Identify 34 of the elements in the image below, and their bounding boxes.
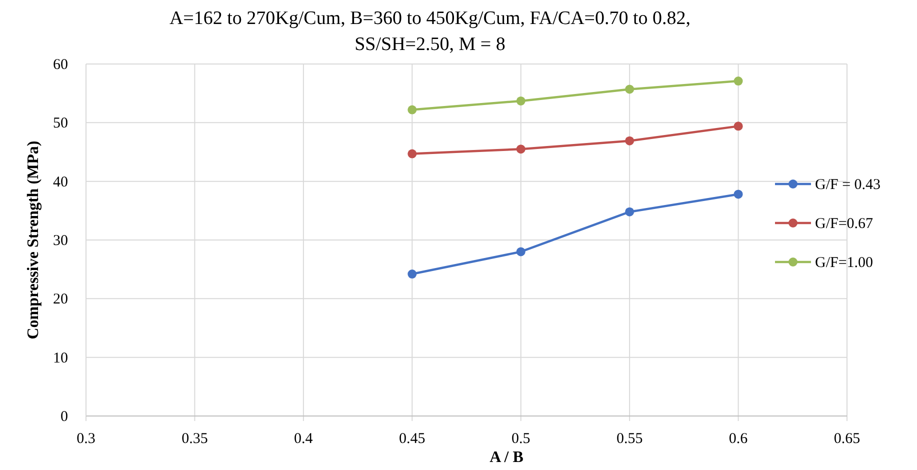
point: [625, 207, 634, 216]
point: [625, 136, 634, 146]
chart-title: A=162 to 270Kg/Cum, B=360 to 450Kg/Cum, FA/CA=0.70 to 0.82,: [169, 8, 691, 29]
x-tick-label: 0.3: [76, 431, 96, 447]
x-tick-label: 0.45: [399, 431, 426, 447]
y-tick-label: 30: [53, 233, 68, 249]
point: [734, 122, 743, 131]
point: [734, 190, 743, 199]
point: [734, 76, 743, 86]
x-tick-label: 0.55: [616, 431, 643, 447]
legend-label: G/F=1.00: [815, 255, 874, 271]
point: [625, 84, 634, 94]
x-tick-label: 0.5: [511, 431, 530, 447]
point: [408, 270, 417, 279]
point: [408, 105, 417, 114]
legend-label: G/F = 0.43: [815, 177, 881, 193]
y-tick-label: 40: [53, 174, 68, 190]
point: [516, 96, 526, 106]
point: [408, 149, 417, 158]
point: [516, 144, 526, 154]
point: [516, 247, 526, 256]
x-tick-label: 0.4: [294, 431, 314, 447]
y-tick-label: 10: [53, 350, 68, 366]
x-tick-label: 0.35: [182, 431, 208, 447]
y-tick-label: 60: [53, 57, 68, 73]
chart-subtitle: SS/SH=2.50, M = 8: [354, 34, 506, 55]
legend-label: G/F=0.67: [815, 216, 874, 232]
y-tick-label: 0: [60, 409, 68, 425]
x-tick-label: 0.6: [728, 431, 748, 447]
y-tick-label: 50: [53, 116, 68, 132]
x-tick-label: 0.65: [834, 431, 860, 447]
y-axis-title: Compressive Strength (MPa): [25, 140, 42, 340]
x-axis-title: A / B: [490, 449, 524, 466]
y-tick-label: 20: [53, 292, 68, 308]
